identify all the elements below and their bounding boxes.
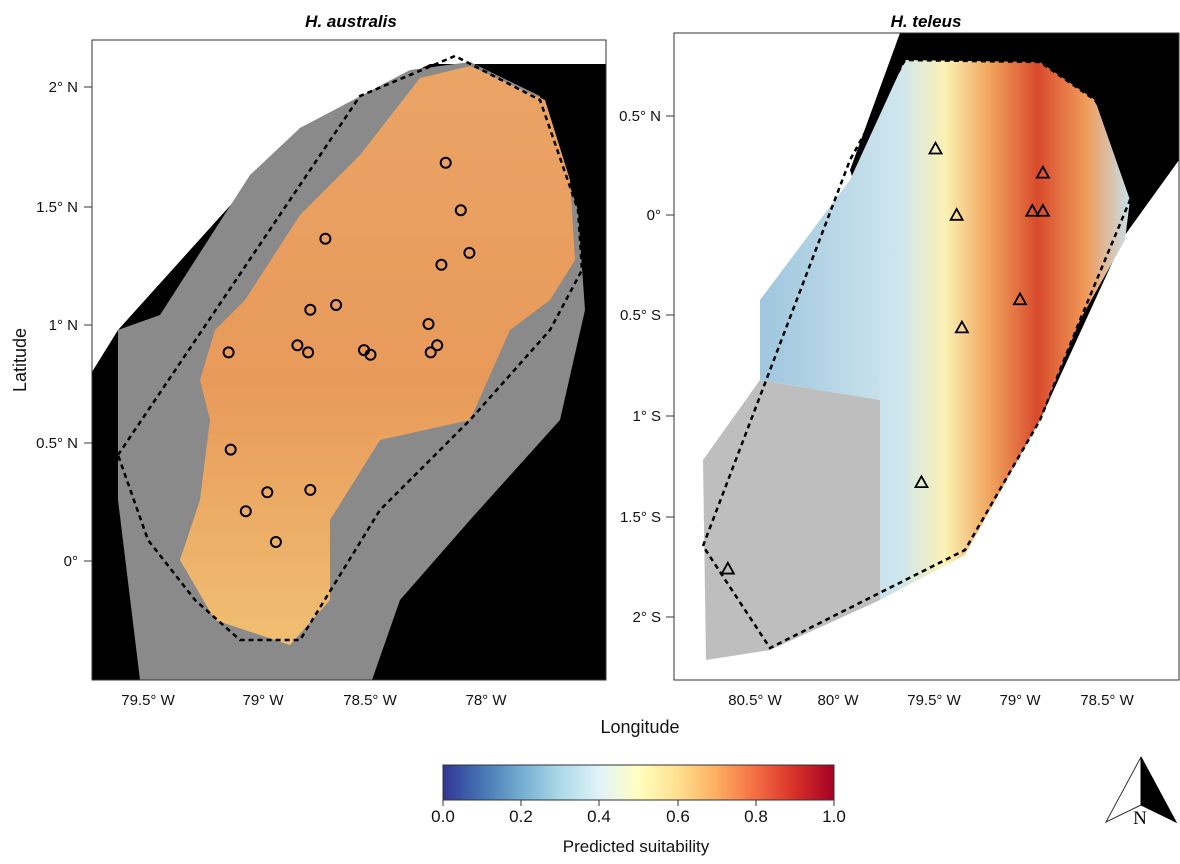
occurrence-circle — [439, 156, 452, 169]
occurrence-triangle — [913, 474, 929, 489]
y-ticks-right: 0.5° N 0° 0.5° S 1° S 1.5° S 2° S — [619, 108, 674, 626]
y-tick-label: 1° N — [49, 317, 78, 334]
x-axis-title: Longitude — [600, 717, 679, 737]
map-panel-left: H. australis 79.5° W 79° W 78.5° W 78° W… — [36, 12, 607, 709]
y-tick-label: 0.5° N — [619, 108, 661, 125]
x-tick-label: 79° W — [999, 692, 1041, 709]
y-tick-label: 1.5° S — [620, 509, 661, 526]
legend-colorbar — [442, 764, 835, 801]
y-tick-label: 0° — [647, 207, 661, 224]
suitability-surface-left — [180, 66, 575, 645]
y-tick-label: 0.5° N — [36, 435, 78, 452]
occurrence-triangle — [954, 319, 970, 334]
y-tick-label: 2° N — [49, 79, 78, 96]
color-legend: 0.0 0.2 0.4 0.6 0.8 1.0 Predicted suitab… — [431, 764, 846, 856]
occurrence-triangle — [927, 140, 944, 155]
y-ticks-left: 2° N 1.5° N 1° N 0.5° N 0° — [36, 79, 92, 570]
occurrence-circle — [304, 303, 317, 316]
range-boundary-left — [116, 54, 584, 642]
y-tick-label: 2° S — [632, 609, 661, 626]
x-tick-label: 79.5° W — [907, 692, 961, 709]
frame-left — [91, 39, 607, 681]
occurrence-circle — [222, 346, 235, 359]
frame-right — [673, 32, 1180, 681]
occurrence-circle — [422, 318, 435, 330]
occurrence-circle — [224, 443, 237, 456]
occurrence-circle — [269, 536, 282, 548]
y-axis-title: Latitude — [10, 328, 30, 392]
legend-title: Predicted suitability — [563, 837, 710, 856]
occurrence-circle — [463, 246, 476, 259]
x-tick-label: 78.5° W — [343, 692, 397, 709]
legend-tick-label: 0.2 — [509, 807, 533, 826]
x-ticks-left: 79.5° W 79° W 78.5° W 78° W — [121, 692, 507, 709]
legend-ticks: 0.0 0.2 0.4 0.6 0.8 1.0 — [431, 800, 846, 826]
x-tick-label: 80° W — [817, 692, 859, 709]
north-arrow: N — [1104, 756, 1178, 829]
occurrence-triangle — [1012, 291, 1028, 306]
y-tick-label: 0.5° S — [620, 307, 661, 324]
panel-title-left: H. australis — [305, 12, 397, 31]
occurrence-circle — [291, 339, 304, 352]
occurrence-circle — [435, 258, 448, 271]
legend-tick-label: 0.6 — [666, 807, 690, 826]
x-tick-label: 79° W — [242, 692, 284, 709]
occurrences-left — [222, 156, 476, 548]
north-arrow-label: N — [1133, 808, 1147, 829]
panel-title-right: H. teleus — [891, 12, 962, 31]
occurrence-triangle — [1024, 203, 1040, 217]
legend-tick-label: 1.0 — [822, 807, 846, 826]
legend-tick-label: 0.0 — [431, 807, 455, 826]
occurrence-triangle — [949, 207, 965, 221]
occurrence-circle — [330, 299, 343, 311]
occurrences-right — [720, 140, 1051, 575]
occurrence-triangle — [1035, 164, 1051, 179]
y-tick-label: 1.5° N — [36, 199, 78, 216]
occurrence-circle — [261, 486, 274, 499]
legend-tick-label: 0.8 — [744, 807, 768, 826]
occurrence-circle — [454, 204, 467, 217]
x-tick-label: 79.5° W — [121, 692, 175, 709]
occurrence-triangle — [720, 560, 736, 575]
occurrence-circle — [302, 346, 315, 359]
occurrence-circle — [239, 505, 252, 518]
occurrence-circle — [364, 348, 377, 361]
x-ticks-right: 80.5° W 80° W 79.5° W 79° W 78.5° W — [728, 692, 1134, 709]
y-tick-label: 1° S — [632, 408, 661, 425]
occurrence-circle — [431, 339, 444, 352]
range-boundary-right — [701, 58, 1132, 650]
x-tick-label: 78.5° W — [1080, 692, 1134, 709]
map-panel-right: H. teleus 80.5° W 80° W 79.5° W 79° W 78… — [619, 12, 1180, 709]
occurrence-circle — [319, 232, 332, 245]
occurrence-circle — [304, 483, 317, 496]
suitability-surface-right — [760, 60, 1130, 600]
legend-tick-label: 0.4 — [587, 807, 611, 826]
occurrence-circle — [424, 346, 437, 359]
occurrence-triangle — [1035, 203, 1051, 217]
elevation-gray-right — [703, 380, 880, 660]
x-tick-label: 80.5° W — [728, 692, 782, 709]
x-tick-label: 78° W — [465, 692, 507, 709]
y-tick-label: 0° — [64, 553, 78, 570]
north-arrow-right-half — [1140, 756, 1178, 824]
